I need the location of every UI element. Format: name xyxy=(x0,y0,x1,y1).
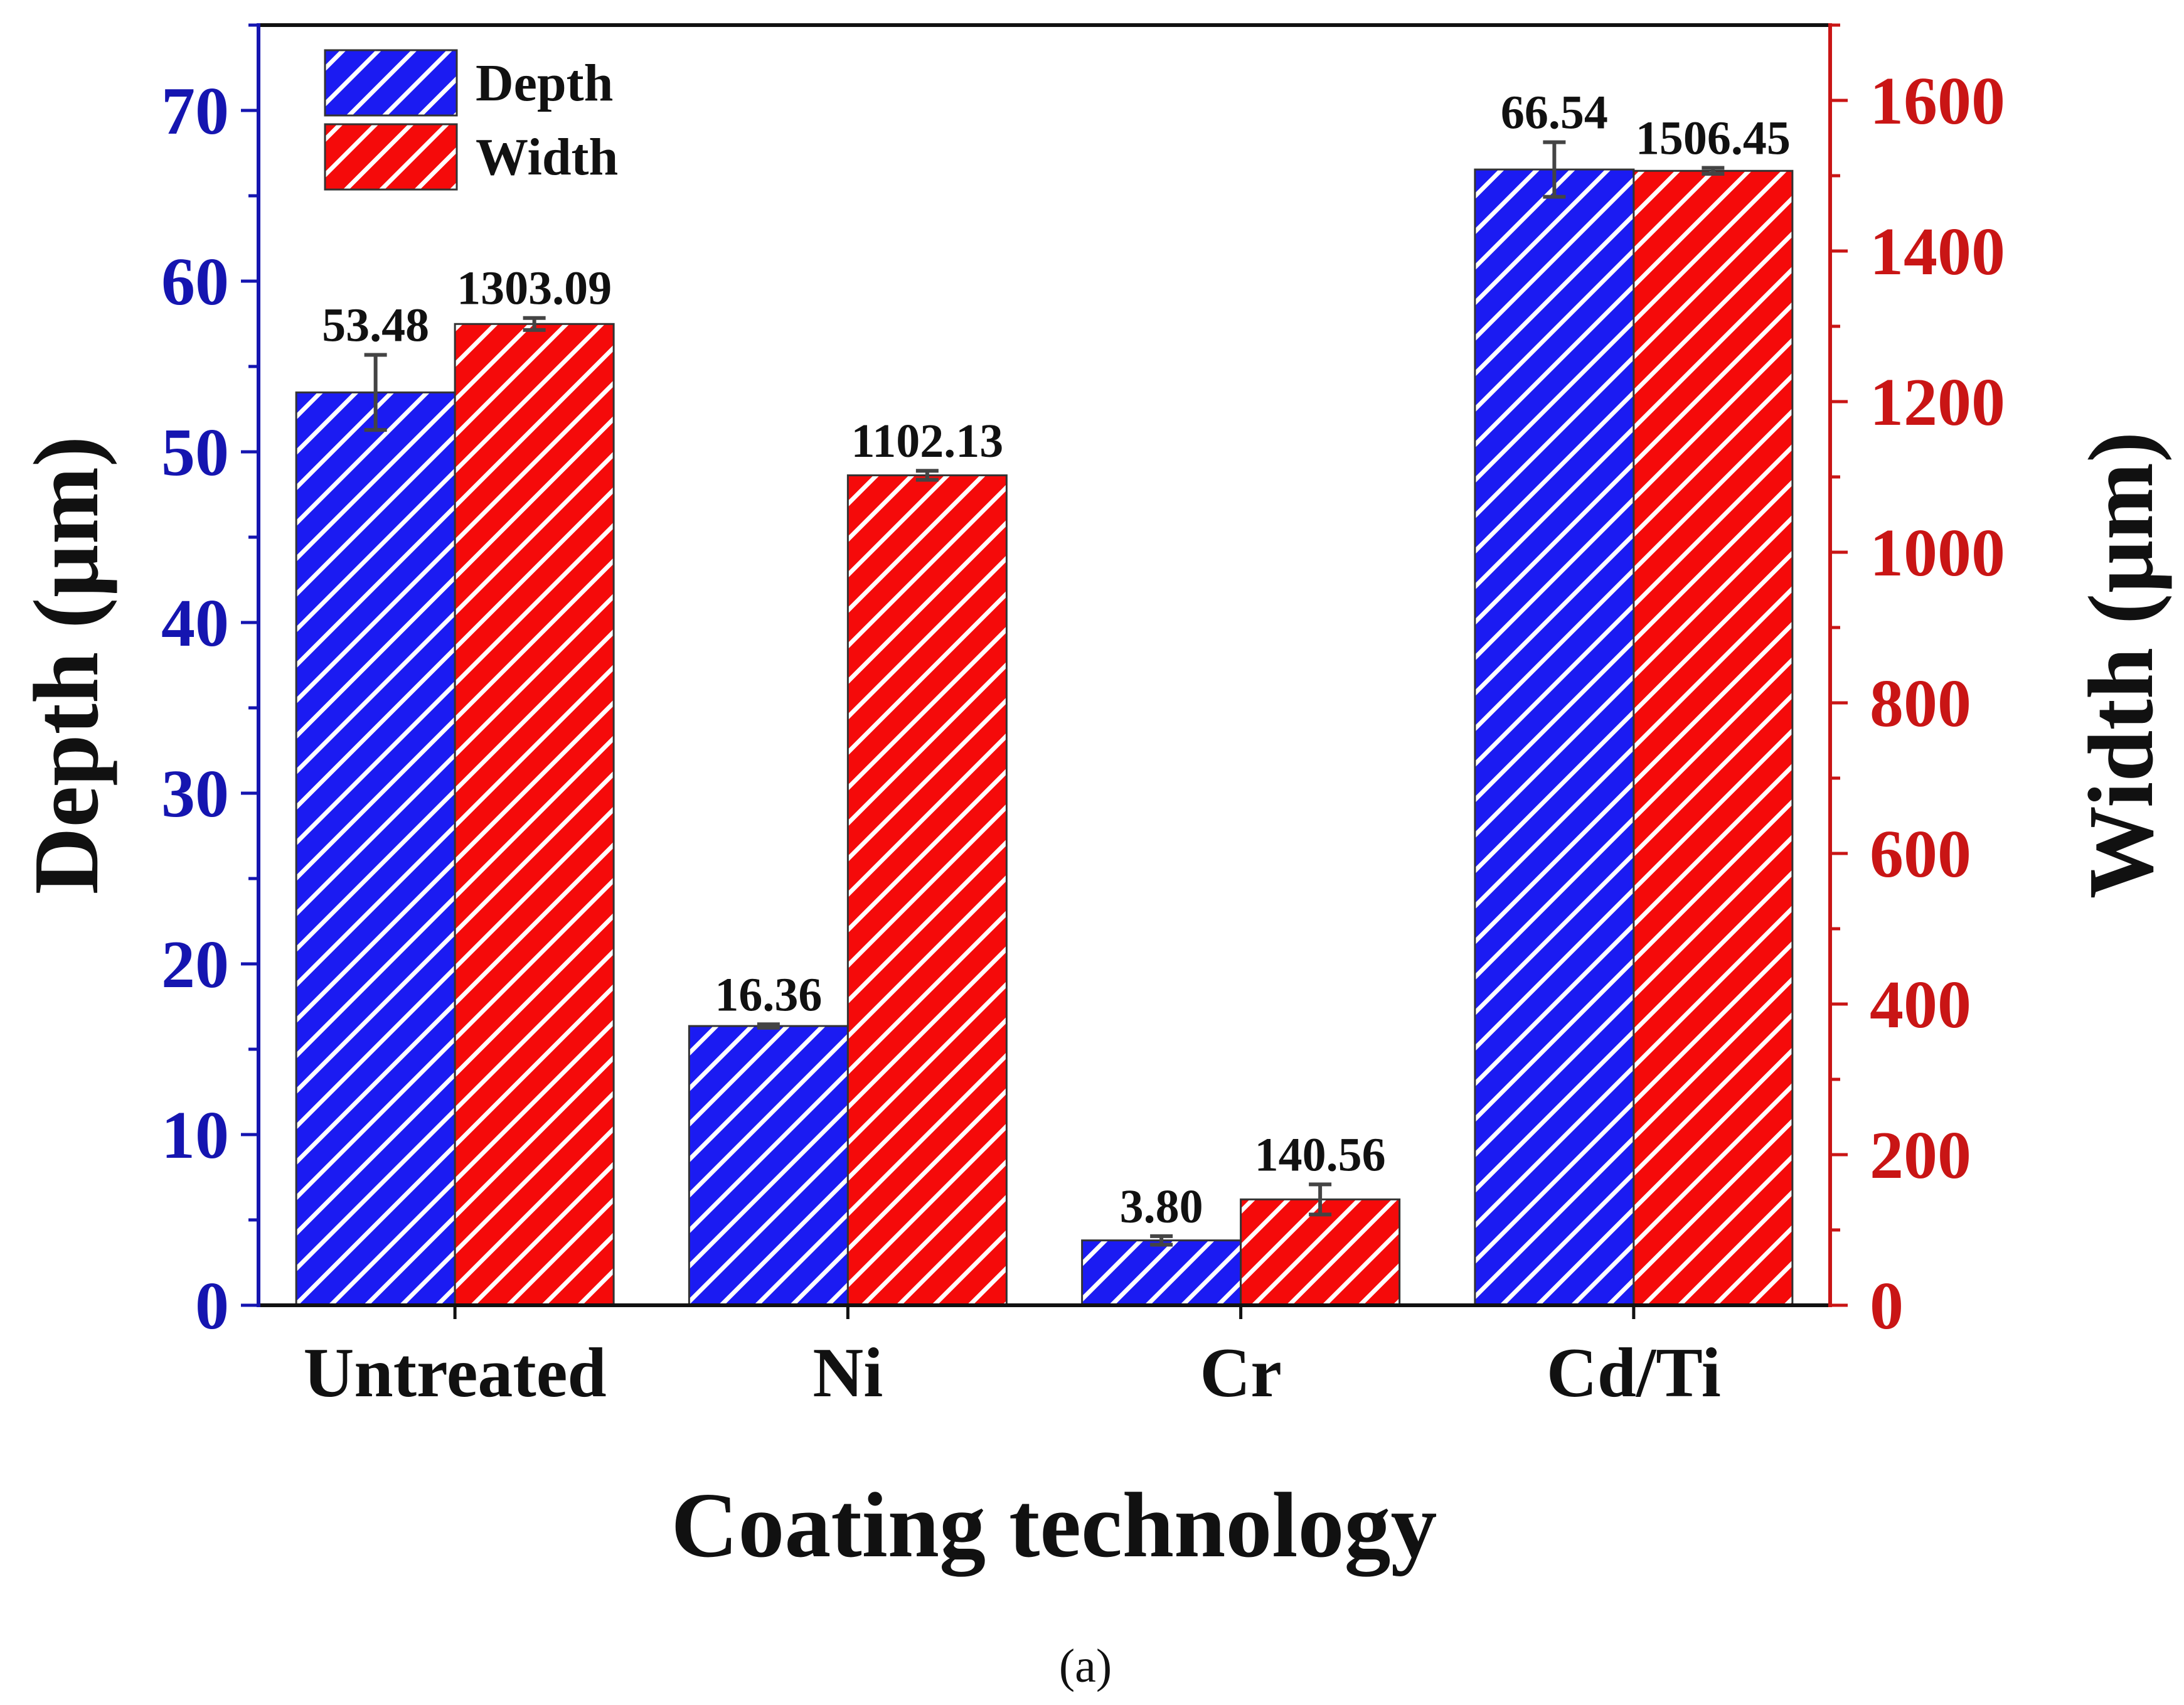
bar-depth-cd-ti xyxy=(1474,168,1635,1307)
left-axis-ticks: 0 10 20 30 40 50 60 70 xyxy=(161,23,258,1344)
error-bar-width-untreated xyxy=(523,316,546,332)
bar-depth-cr xyxy=(1081,1239,1242,1307)
error-bar-depth-cd-ti xyxy=(1543,140,1566,199)
bar-depth-ni xyxy=(688,1025,849,1307)
x-axis-title: Coating technology xyxy=(671,1474,1437,1577)
left-tick-label: 50 xyxy=(161,415,229,490)
data-label-width-cd-ti: 1506.45 xyxy=(1636,112,1791,164)
legend-swatch-width xyxy=(324,123,458,191)
bar-depth-untreated xyxy=(295,391,456,1307)
data-label-width-ni: 1102.13 xyxy=(851,415,1003,468)
data-label-depth-untreated: 53.48 xyxy=(322,299,429,352)
right-axis-ticks: 0 200 400 600 800 1000 1200 1400 1600 xyxy=(1830,23,2005,1344)
error-bar-depth-cr xyxy=(1150,1234,1173,1247)
left-tick-label: 0 xyxy=(195,1269,229,1344)
category-ticks: Untreated Ni Cr Cd/Ti xyxy=(304,1305,1721,1412)
error-bar-width-cd-ti xyxy=(1702,166,1725,176)
right-tick-label: 400 xyxy=(1870,968,1971,1042)
left-tick-label: 30 xyxy=(161,757,229,831)
bar-width-ni xyxy=(846,474,1008,1307)
right-tick-label: 200 xyxy=(1870,1118,1971,1193)
y-axis-title-left: Depth (µm) xyxy=(15,436,118,895)
category-label-ni: Ni xyxy=(812,1334,883,1412)
category-label-cd-ti: Cd/Ti xyxy=(1547,1334,1721,1412)
bar-width-cd-ti xyxy=(1633,169,1794,1307)
left-tick-label: 10 xyxy=(161,1098,229,1173)
data-label-width-cr: 140.56 xyxy=(1255,1128,1386,1181)
data-label-width-untreated: 1303.09 xyxy=(457,262,612,315)
bar-width-cr xyxy=(1240,1198,1401,1307)
error-bars-layer xyxy=(364,140,1725,1247)
error-bar-depth-ni xyxy=(757,1022,780,1030)
right-tick-label: 600 xyxy=(1870,817,1971,892)
right-tick-label: 1600 xyxy=(1870,64,2005,139)
left-tick-label: 40 xyxy=(161,586,229,661)
y-axis-title-right: Width (µm) xyxy=(2070,432,2173,899)
legend-label-depth: Depth xyxy=(476,54,613,112)
data-label-depth-ni: 16.36 xyxy=(715,968,822,1021)
legend-swatch-depth xyxy=(324,49,458,117)
legend-label-width: Width xyxy=(476,128,618,186)
right-tick-label: 0 xyxy=(1870,1269,1904,1344)
left-tick-label: 70 xyxy=(161,74,229,149)
right-tick-label: 800 xyxy=(1870,666,1971,741)
bar-width-untreated xyxy=(454,323,615,1307)
left-tick-label: 60 xyxy=(161,245,229,319)
data-labels-layer: 53.48 1303.09 16.36 1102.13 3.80 140.56 66.54 1… xyxy=(322,87,1791,1233)
right-tick-label: 1400 xyxy=(1870,215,2005,289)
data-label-depth-cd-ti: 66.54 xyxy=(1501,87,1608,139)
right-tick-label: 1200 xyxy=(1870,365,2005,440)
legend: Depth Width xyxy=(324,49,618,191)
error-bar-depth-untreated xyxy=(364,353,387,432)
category-label-cr: Cr xyxy=(1200,1334,1282,1412)
left-tick-label: 20 xyxy=(161,927,229,1002)
bars-layer xyxy=(295,168,1794,1307)
category-label-untreated: Untreated xyxy=(304,1334,607,1412)
error-bar-width-ni xyxy=(915,469,939,482)
data-label-depth-cr: 3.80 xyxy=(1120,1180,1203,1233)
figure-caption: (a) xyxy=(1059,1640,1112,1692)
right-tick-label: 1000 xyxy=(1870,516,2005,591)
error-bar-width-cr xyxy=(1309,1182,1332,1217)
